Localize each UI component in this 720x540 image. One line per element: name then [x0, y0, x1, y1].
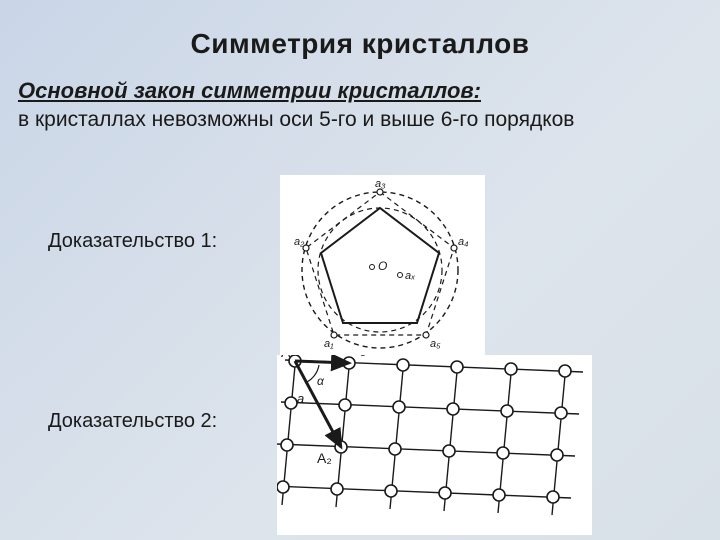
svg-text:a₄: a₄ [458, 236, 469, 248]
svg-text:a: a [297, 391, 304, 406]
svg-text:O: O [378, 259, 387, 273]
svg-text:aₓ: aₓ [405, 270, 415, 282]
svg-text:A₂: A₂ [317, 450, 332, 466]
svg-text:a₁: a₁ [324, 338, 334, 350]
svg-text:a₂: a₂ [294, 236, 305, 248]
svg-text:A: A [281, 355, 291, 360]
svg-text:A₁: A₁ [351, 355, 365, 358]
body-text: в кристаллах невозможны оси 5-го и выше … [0, 108, 720, 132]
svg-text:α: α [317, 374, 325, 388]
lattice-diagram: AA₁A₂aaα [277, 355, 592, 535]
pentagon-diagram: a₃ a₄ a₅ a₁ a₂ Oaₓ [280, 175, 485, 355]
diagram2-container: AA₁A₂aaα [277, 355, 592, 535]
svg-text:a₃: a₃ [375, 178, 386, 190]
proof1-label: Доказательство 1: [0, 230, 217, 253]
proof2-label: Доказательство 2: [0, 410, 217, 433]
diagram1-container: a₃ a₄ a₅ a₁ a₂ Oaₓ [280, 175, 485, 355]
svg-text:a: a [318, 355, 325, 356]
page-title: Симметрия кристаллов [0, 0, 720, 78]
subtitle: Основной закон симметрии кристаллов: [0, 78, 720, 108]
svg-text:a₅: a₅ [430, 338, 441, 350]
